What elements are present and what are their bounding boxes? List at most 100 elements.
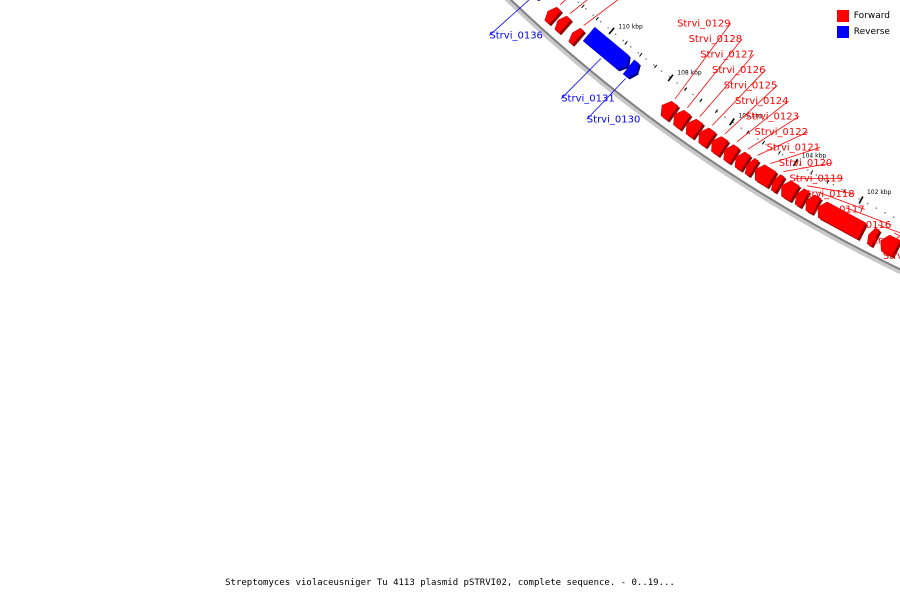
leader-line bbox=[489, 0, 530, 36]
gene-arrow-strvi_0134[interactable] bbox=[554, 15, 572, 34]
gene-label-strvi_0127[interactable]: Strvi_0127 bbox=[700, 49, 754, 60]
scale-tick bbox=[608, 27, 615, 35]
guide-dot bbox=[815, 174, 818, 176]
legend-item-forward: Forward bbox=[836, 8, 890, 24]
gene-label-strvi_0115[interactable]: Strvi_0115 bbox=[868, 235, 900, 246]
guide-dot bbox=[781, 153, 784, 156]
guide-dot bbox=[577, 1, 580, 4]
guide-dot bbox=[858, 198, 860, 200]
gene-label-strvi_0124[interactable]: Strvi_0124 bbox=[735, 96, 789, 107]
scale-tick bbox=[729, 118, 735, 126]
gene-label-strvi_0117[interactable]: Strvi_0117 bbox=[811, 204, 865, 215]
gene-arrow-strvi_0131[interactable] bbox=[582, 26, 629, 70]
plasmid-backbone bbox=[509, 0, 900, 271]
guide-dot bbox=[732, 121, 734, 124]
gene-arrow-strvi_0117[interactable] bbox=[805, 194, 822, 215]
leader-line bbox=[770, 147, 821, 164]
gene-label-strvi_0130[interactable]: Strvi_0130 bbox=[587, 114, 641, 125]
guide-dot bbox=[807, 169, 809, 171]
gene-arrow-strvi_0115[interactable] bbox=[867, 227, 880, 247]
guide-dot bbox=[790, 159, 792, 161]
scale-minor-tick bbox=[777, 150, 781, 155]
gene-arrow-strvi_0130[interactable] bbox=[622, 59, 640, 78]
guide-dot bbox=[765, 143, 767, 146]
gene-arrow-strvi_0116[interactable] bbox=[817, 201, 867, 240]
gene-label-strvi_0131[interactable]: Strvi_0131 bbox=[561, 94, 615, 105]
guide-dot bbox=[832, 183, 835, 186]
guide-dot bbox=[592, 14, 594, 17]
gene-arrow-strvi_0124[interactable] bbox=[723, 144, 740, 164]
gene-arrow-strvi_0135[interactable] bbox=[544, 6, 562, 25]
gene-arrow-strvi_0119[interactable] bbox=[781, 180, 800, 202]
leader-line bbox=[583, 0, 619, 26]
scale-minor-tick bbox=[810, 170, 814, 175]
scale-minor-tick bbox=[581, 4, 585, 9]
reverse-swatch bbox=[836, 26, 849, 38]
guide-dot bbox=[798, 164, 801, 166]
gene-arrow-strvi_0127[interactable] bbox=[685, 118, 704, 139]
gene-label-strvi_0123[interactable]: Strvi_0123 bbox=[745, 111, 799, 122]
gene-label-strvi_0118[interactable]: Strvi_0118 bbox=[801, 189, 855, 200]
guide-dot bbox=[637, 52, 640, 54]
guide-dot bbox=[607, 27, 609, 29]
gene-label-strvi_0128[interactable]: Strvi_0128 bbox=[689, 34, 743, 45]
leader-line bbox=[736, 100, 789, 143]
gene-label-strvi_0116[interactable]: Strvi_0116 bbox=[838, 220, 892, 231]
scale-minor-tick bbox=[826, 179, 830, 184]
guide-dot bbox=[893, 216, 895, 218]
legend-item-reverse: Reverse bbox=[836, 24, 890, 40]
gene-label-strvi_0126[interactable]: Strvi_0126 bbox=[712, 65, 766, 76]
scale-minor-tick bbox=[639, 52, 643, 57]
legend-label-reverse: Reverse bbox=[853, 27, 890, 37]
forward-swatch bbox=[836, 10, 849, 22]
gene-label-strvi_0129[interactable]: Strvi_0129 bbox=[677, 18, 731, 29]
leader-line bbox=[699, 54, 755, 117]
scale-minor-tick bbox=[684, 87, 688, 92]
guide-dot bbox=[757, 138, 759, 140]
gene-arrow-strvi_0123[interactable] bbox=[734, 151, 751, 172]
guide-dot bbox=[653, 64, 655, 66]
gene-arrow-strvi_0122[interactable] bbox=[744, 158, 759, 177]
gene-label-strvi_0120[interactable]: Strvi_0120 bbox=[779, 158, 833, 169]
gene-arrow-strvi_0125[interactable] bbox=[711, 136, 729, 157]
guide-dot bbox=[824, 179, 826, 181]
gene-label-strvi_0114[interactable]: Strvi_0114 bbox=[883, 251, 900, 262]
scale-minor-tick bbox=[699, 98, 703, 103]
leader-line bbox=[845, 207, 892, 226]
legend: Forward Reverse bbox=[836, 8, 890, 40]
gene-label-strvi_0119[interactable]: Strvi_0119 bbox=[789, 173, 843, 184]
guide-dot bbox=[724, 116, 726, 118]
scale-minor-tick bbox=[654, 64, 658, 69]
guide-dot bbox=[740, 127, 743, 129]
scale-minor-tick bbox=[595, 16, 599, 21]
gene-arrow-strvi_0114[interactable] bbox=[880, 234, 900, 257]
gene-arrow-shadow bbox=[570, 30, 586, 47]
guide-dot bbox=[884, 211, 886, 214]
gene-arrow-strvi_0133[interactable] bbox=[568, 27, 585, 46]
gene-arrow-strvi_0126[interactable] bbox=[698, 127, 716, 148]
guide-dot bbox=[585, 8, 587, 10]
gene-arrow-strvi_0118[interactable] bbox=[794, 188, 810, 208]
guide-dot bbox=[645, 58, 647, 60]
gene-label-strvi_0136[interactable]: Strvi_0136 bbox=[489, 30, 543, 41]
gene-label-strvi_0125[interactable]: Strvi_0125 bbox=[724, 80, 778, 91]
leader-line bbox=[817, 191, 865, 210]
guide-dot bbox=[668, 76, 671, 78]
gene-arrow-strvi_0120[interactable] bbox=[770, 174, 785, 193]
gene-arrow-strvi_0121[interactable] bbox=[754, 164, 777, 188]
gene-arrow-strvi_0128[interactable] bbox=[673, 109, 691, 130]
guide-dot bbox=[773, 148, 776, 151]
gene-label-strvi_0121[interactable]: Strvi_0121 bbox=[767, 142, 821, 153]
scale-tick-label: 106 kbp bbox=[738, 113, 763, 120]
leader-line bbox=[569, 0, 588, 14]
gene-label-strvi_0122[interactable]: Strvi_0122 bbox=[754, 127, 808, 138]
gene-arrow-shadow bbox=[537, 0, 542, 1]
guide-dot bbox=[866, 202, 869, 205]
guide-dot bbox=[875, 207, 878, 209]
scale-tick bbox=[667, 74, 674, 82]
scale-tick-label: 110 kbp bbox=[618, 24, 643, 31]
scale-tick-label: 108 kbp bbox=[677, 70, 702, 77]
scale-minor-tick bbox=[714, 109, 719, 114]
gene-arrow-strvi_0129[interactable] bbox=[660, 100, 679, 121]
